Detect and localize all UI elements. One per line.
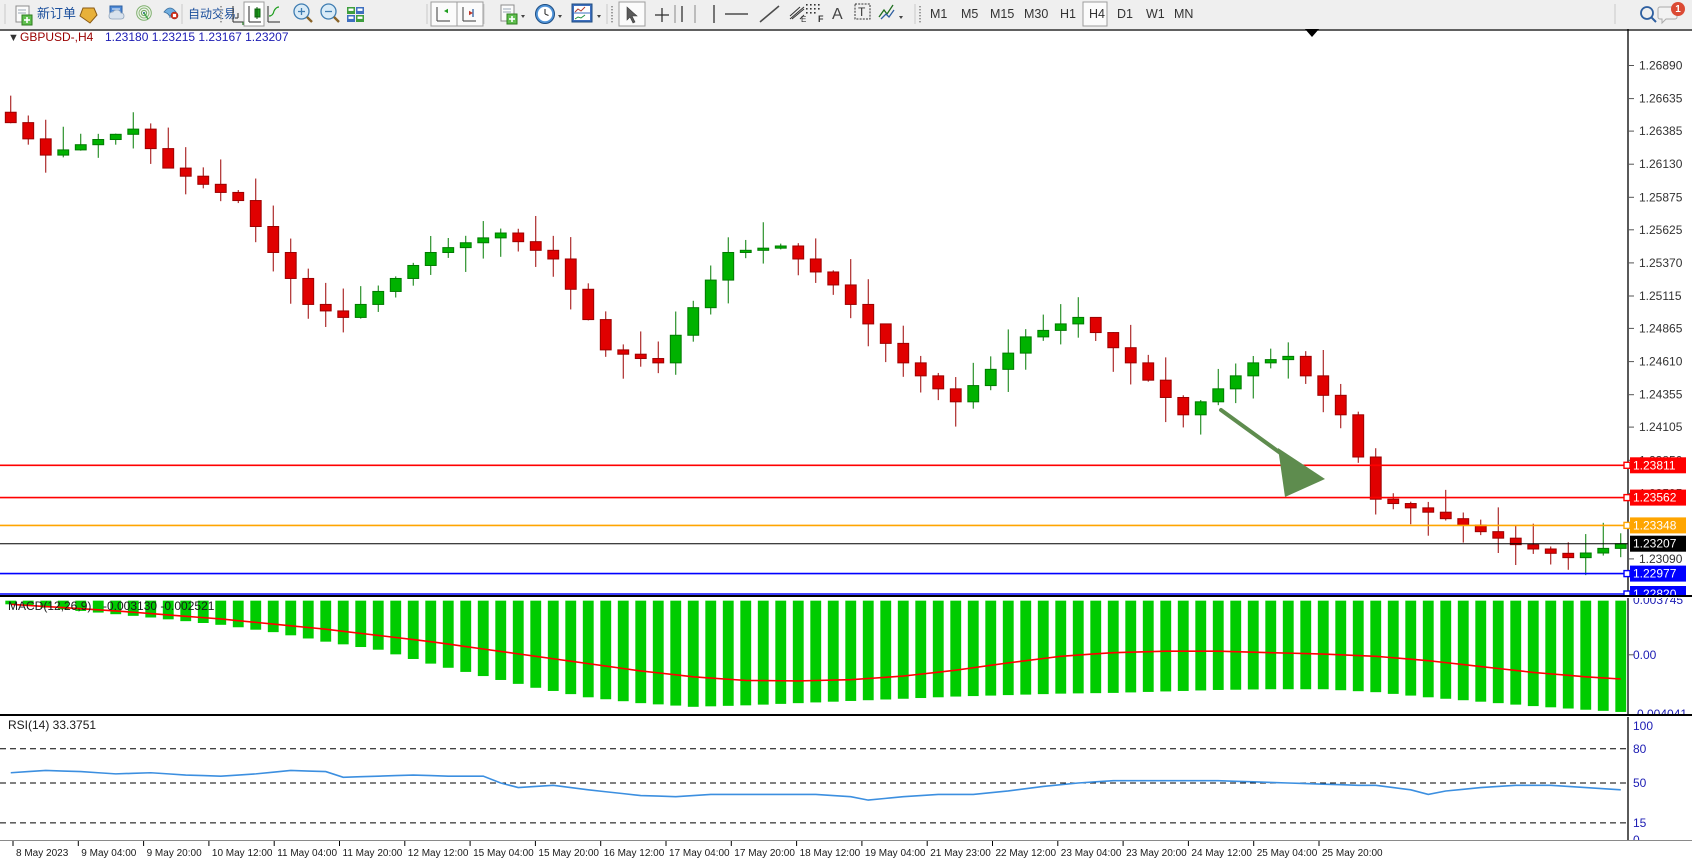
- svg-text:1.22820: 1.22820: [1633, 587, 1677, 597]
- svg-text:1.23562: 1.23562: [1633, 491, 1677, 505]
- svg-text:W1: W1: [1146, 7, 1165, 21]
- svg-text:17 May 04:00: 17 May 04:00: [669, 848, 730, 859]
- svg-text:11 May 20:00: 11 May 20:00: [343, 848, 403, 859]
- svg-text:100: 100: [1633, 719, 1653, 733]
- svg-text:50: 50: [1633, 776, 1647, 790]
- svg-text:24 May 12:00: 24 May 12:00: [1191, 848, 1252, 859]
- svg-text:1.26385: 1.26385: [1639, 124, 1683, 138]
- svg-text:80: 80: [1633, 742, 1647, 756]
- svg-text:M15: M15: [990, 7, 1014, 21]
- svg-text:0: 0: [1633, 833, 1640, 841]
- svg-text:25 May 04:00: 25 May 04:00: [1257, 848, 1318, 859]
- svg-text:MN: MN: [1174, 7, 1193, 21]
- svg-text:0.003745: 0.003745: [1633, 598, 1683, 607]
- svg-text:新订单: 新订单: [37, 6, 76, 21]
- svg-text:1.24610: 1.24610: [1639, 355, 1683, 369]
- svg-text:自动交易: 自动交易: [188, 6, 236, 21]
- svg-text:1.26890: 1.26890: [1639, 59, 1683, 73]
- svg-text:E: E: [801, 15, 806, 24]
- svg-text:M5: M5: [961, 7, 978, 21]
- svg-text:9 May 04:00: 9 May 04:00: [81, 848, 136, 859]
- svg-text:1: 1: [1675, 4, 1681, 15]
- svg-text:1.23090: 1.23090: [1639, 552, 1683, 566]
- svg-text:8 May 2023: 8 May 2023: [16, 848, 69, 859]
- svg-text:9 May 20:00: 9 May 20:00: [147, 848, 202, 859]
- svg-text:23 May 04:00: 23 May 04:00: [1061, 848, 1122, 859]
- svg-text:1.25370: 1.25370: [1639, 256, 1683, 270]
- svg-text:1.23811: 1.23811: [1633, 458, 1676, 472]
- svg-text:1.22977: 1.22977: [1633, 567, 1677, 581]
- svg-text:10 May 12:00: 10 May 12:00: [212, 848, 273, 859]
- svg-text:12 May 12:00: 12 May 12:00: [408, 848, 469, 859]
- svg-text:F: F: [818, 14, 824, 24]
- svg-text:T: T: [858, 5, 866, 19]
- svg-text:H4: H4: [1089, 7, 1105, 21]
- svg-text:▼: ▼: [8, 32, 19, 44]
- svg-text:15: 15: [1633, 816, 1647, 830]
- svg-text:17 May 20:00: 17 May 20:00: [734, 848, 795, 859]
- svg-text:0.00: 0.00: [1633, 648, 1657, 662]
- svg-text:MACD(12,26,9): MACD(12,26,9): [8, 599, 91, 613]
- svg-text:15 May 20:00: 15 May 20:00: [538, 848, 599, 859]
- svg-text:1.23180 1.23215 1.23167 1.2320: 1.23180 1.23215 1.23167 1.23207: [105, 30, 289, 44]
- svg-text:1.24865: 1.24865: [1639, 321, 1683, 335]
- svg-text:18 May 12:00: 18 May 12:00: [800, 848, 861, 859]
- svg-text:22 May 12:00: 22 May 12:00: [996, 848, 1057, 859]
- svg-text:1.26130: 1.26130: [1639, 157, 1683, 171]
- svg-text:H1: H1: [1060, 7, 1076, 21]
- svg-text:1.24105: 1.24105: [1639, 420, 1683, 434]
- svg-text:RSI(14) 33.3751: RSI(14) 33.3751: [8, 718, 96, 732]
- svg-text:1.25625: 1.25625: [1639, 223, 1683, 237]
- svg-text:15 May 04:00: 15 May 04:00: [473, 848, 534, 859]
- svg-text:23 May 20:00: 23 May 20:00: [1126, 848, 1187, 859]
- svg-text:-0.004041: -0.004041: [1633, 707, 1687, 716]
- svg-text:M30: M30: [1024, 7, 1048, 21]
- svg-text:16 May 12:00: 16 May 12:00: [604, 848, 665, 859]
- svg-text:1.23207: 1.23207: [1633, 537, 1677, 551]
- svg-text:25 May 20:00: 25 May 20:00: [1322, 848, 1383, 859]
- svg-text:GBPUSD-,H4: GBPUSD-,H4: [20, 30, 94, 44]
- svg-text:21 May 23:00: 21 May 23:00: [930, 848, 991, 859]
- svg-text:-0.003130 -0.002521: -0.003130 -0.002521: [103, 599, 215, 613]
- svg-text:1.24355: 1.24355: [1639, 388, 1683, 402]
- svg-text:A: A: [832, 6, 843, 23]
- svg-text:19 May 04:00: 19 May 04:00: [865, 848, 926, 859]
- svg-text:M1: M1: [930, 7, 947, 21]
- svg-text:D1: D1: [1117, 7, 1133, 21]
- svg-text:1.25875: 1.25875: [1639, 190, 1683, 204]
- svg-text:1.25115: 1.25115: [1639, 289, 1682, 303]
- svg-text:1.23348: 1.23348: [1633, 518, 1677, 532]
- svg-text:11 May 04:00: 11 May 04:00: [277, 848, 337, 859]
- svg-text:1.26635: 1.26635: [1639, 92, 1683, 106]
